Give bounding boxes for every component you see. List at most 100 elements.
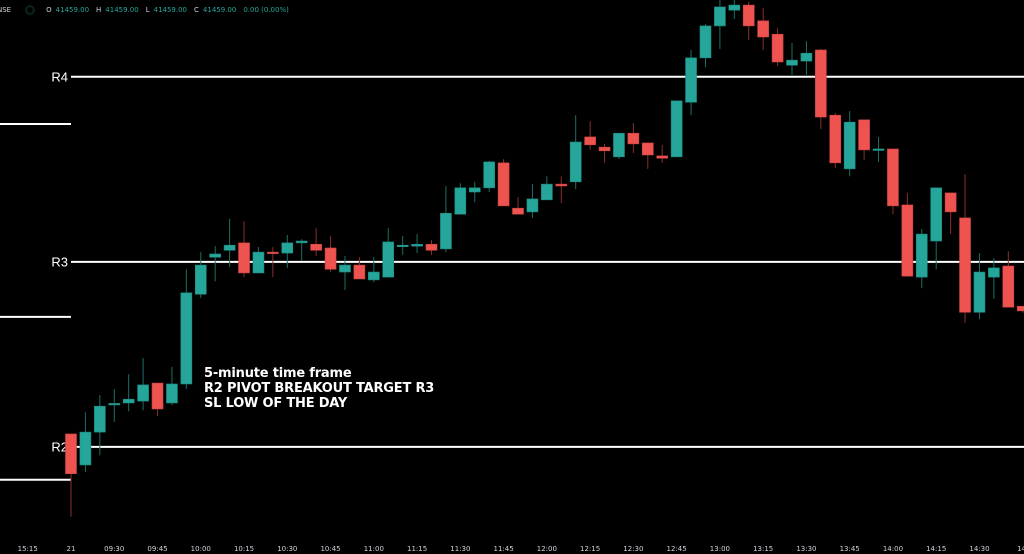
x-axis-tick-label: 13:45 bbox=[840, 545, 860, 553]
candle-down bbox=[1016, 305, 1024, 312]
x-axis-tick-label: 21 bbox=[67, 545, 76, 553]
candle-up bbox=[339, 264, 351, 273]
candle-up bbox=[108, 403, 121, 406]
candle-down bbox=[584, 136, 596, 146]
candle-up bbox=[440, 212, 452, 250]
candle-down bbox=[829, 114, 842, 164]
x-axis-tick-label: 12:15 bbox=[580, 545, 600, 553]
x-axis-tick-label: 12:45 bbox=[667, 545, 687, 553]
candle-up bbox=[728, 4, 741, 11]
candle-down bbox=[310, 243, 322, 251]
high-value: 41459.00 bbox=[105, 6, 139, 14]
candle-up bbox=[252, 251, 265, 274]
x-axis-tick-label: 14: bbox=[1017, 545, 1024, 553]
candle-down bbox=[944, 192, 957, 213]
x-axis-tick-label: 13:15 bbox=[753, 545, 773, 553]
low-value: 41459.00 bbox=[153, 6, 188, 14]
candle-up bbox=[166, 383, 178, 404]
x-axis-tick-label: 14:30 bbox=[969, 545, 989, 553]
candle-up bbox=[180, 292, 193, 385]
candle-down bbox=[238, 242, 250, 274]
annotation-line-1: 5-minute time frame bbox=[204, 366, 352, 381]
candle-down bbox=[151, 382, 164, 410]
candle-up bbox=[223, 244, 236, 251]
pivot-level-label-r4: R4 bbox=[51, 69, 68, 84]
candle-down bbox=[324, 247, 337, 270]
candle-up bbox=[194, 264, 207, 295]
chart-annotation[interactable]: 5-minute time frame R2 PIVOT BREAKOUT TA… bbox=[204, 366, 434, 411]
x-axis-tick-label: 12:30 bbox=[623, 545, 643, 553]
candle-up bbox=[295, 240, 308, 244]
candle-down bbox=[497, 162, 510, 207]
candle-up bbox=[483, 161, 495, 189]
low-label: L bbox=[145, 6, 150, 14]
candle-up bbox=[209, 253, 221, 258]
candle-up bbox=[411, 243, 423, 247]
close-value: 41459.00 bbox=[202, 6, 237, 14]
x-axis-tick-label: 11:00 bbox=[364, 545, 384, 553]
symbol-name[interactable]: NSE bbox=[0, 6, 12, 14]
candle-down bbox=[627, 132, 640, 145]
candle-up bbox=[79, 431, 92, 466]
x-axis-tick-label: 11:15 bbox=[407, 545, 427, 553]
annotation-line-2: R2 PIVOT BREAKOUT TARGET R3 bbox=[204, 381, 435, 396]
x-axis-tick-label: 13:30 bbox=[796, 545, 816, 553]
x-axis-tick-label: 11:45 bbox=[494, 545, 514, 553]
candle-down bbox=[641, 142, 654, 156]
candle-down bbox=[598, 146, 611, 152]
x-axis-tick-label: 14:00 bbox=[883, 545, 903, 553]
candle-down bbox=[901, 204, 914, 277]
candle-up bbox=[281, 242, 294, 254]
candle-up bbox=[368, 271, 380, 281]
candle-up bbox=[396, 244, 409, 247]
x-axis-tick-label: 11:30 bbox=[450, 545, 470, 553]
candle-up bbox=[930, 187, 943, 242]
candle-up bbox=[569, 141, 582, 183]
candle-up bbox=[843, 121, 856, 170]
pivot-level-label-r2: R2 bbox=[51, 439, 68, 454]
candle-up bbox=[613, 132, 625, 158]
candle-up bbox=[541, 183, 553, 201]
candle-up bbox=[872, 148, 885, 151]
candle-up bbox=[670, 100, 683, 158]
candle-up bbox=[454, 187, 467, 215]
candle-down bbox=[815, 49, 827, 118]
candle-down bbox=[65, 433, 77, 475]
candle-down bbox=[656, 155, 669, 159]
candle-down bbox=[555, 183, 568, 187]
change-value: 0.00 (0.00%) bbox=[243, 6, 289, 14]
candle-up bbox=[973, 271, 986, 313]
candle-up bbox=[988, 267, 1000, 278]
candle-down bbox=[1002, 265, 1015, 308]
candle-up bbox=[526, 198, 539, 213]
candle-up bbox=[699, 25, 712, 59]
candle-down bbox=[959, 217, 971, 313]
x-axis-tick-label: 14:15 bbox=[926, 545, 946, 553]
candle-up bbox=[915, 233, 928, 278]
candle-up bbox=[137, 384, 149, 402]
x-axis-tick-label: 09:45 bbox=[147, 545, 167, 553]
candle-down bbox=[771, 33, 784, 63]
candle-down bbox=[858, 119, 870, 151]
candle-up bbox=[94, 405, 106, 433]
candle-up bbox=[685, 57, 697, 103]
candle-up bbox=[382, 241, 395, 278]
candle-down bbox=[887, 148, 899, 207]
x-axis-tick-label: 15:15 bbox=[18, 545, 38, 553]
candle-up bbox=[468, 187, 481, 193]
x-axis-tick-label: 13:00 bbox=[710, 545, 730, 553]
x-axis-tick-label: 10:00 bbox=[191, 545, 211, 553]
x-axis-tick-label: 09:30 bbox=[104, 545, 124, 553]
candle-down bbox=[757, 20, 769, 38]
open-label: O bbox=[46, 6, 52, 14]
annotation-line-3: SL LOW OF THE DAY bbox=[204, 396, 348, 411]
close-label: C bbox=[194, 6, 199, 14]
candle-up bbox=[122, 398, 135, 404]
x-axis-tick-label: 10:45 bbox=[320, 545, 340, 553]
candle-down bbox=[267, 251, 279, 254]
candle-up bbox=[800, 52, 813, 62]
open-value: 41459.00 bbox=[55, 6, 90, 14]
x-axis-tick-label: 10:15 bbox=[234, 545, 254, 553]
